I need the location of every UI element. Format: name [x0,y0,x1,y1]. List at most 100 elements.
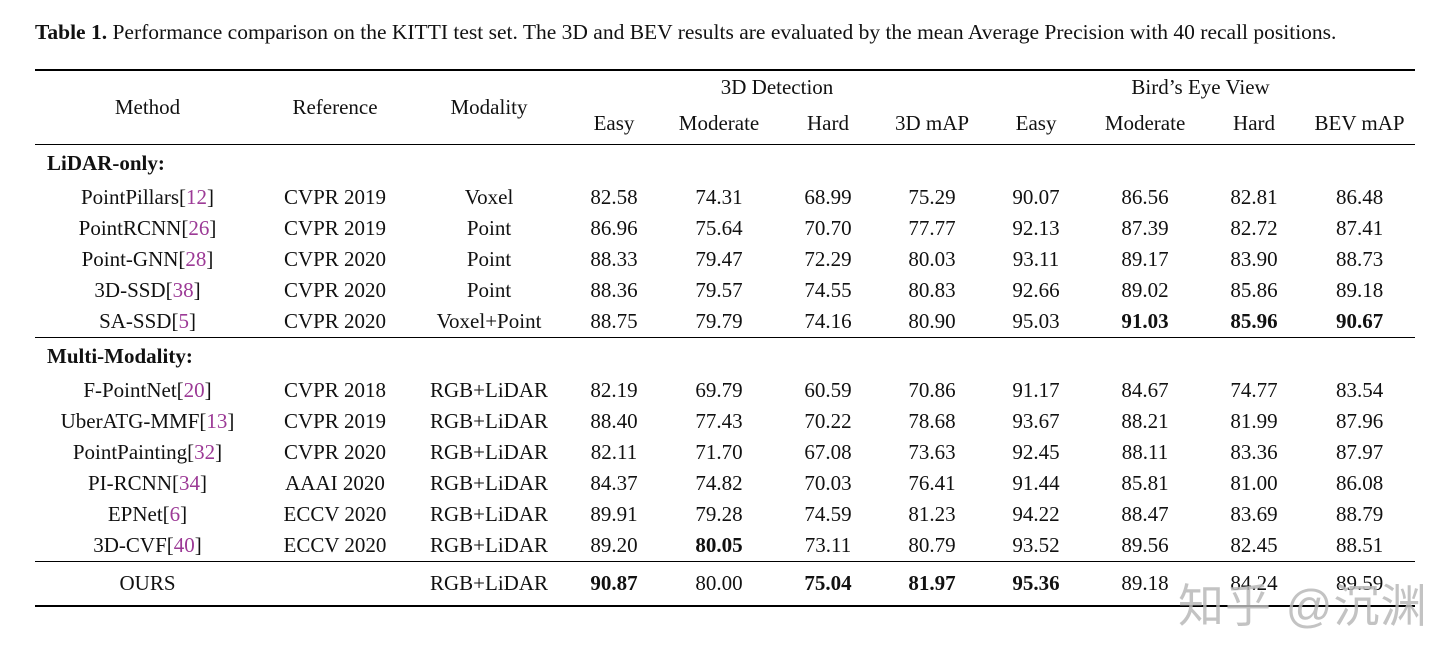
value-cell: 80.90 [908,308,956,333]
value-cell: 75.04 [804,570,852,595]
method-cell: EPNet[6] [107,502,188,526]
value-cell: 84.37 [590,471,638,495]
value-cell: 82.11 [590,440,638,464]
value-cell: 89.18 [1121,570,1169,595]
value-cell: 86.48 [1335,185,1384,209]
table-row: PointRCNN[26] CVPR 2019 Point 86.96 75.64 70.… [35,213,1415,244]
col-bev-hard: Hard [1233,111,1276,136]
value-cell: 85.86 [1230,278,1278,302]
reference-cell: CVPR 2019 [283,216,387,240]
reference-cell: CVPR 2020 [283,308,387,333]
method-name: SA-SSD [99,308,172,333]
value-cell: 93.52 [1012,532,1060,557]
modality-cell: RGB+LiDAR [429,440,549,464]
value-cell: 93.67 [1012,409,1060,433]
value-cell: 67.08 [804,440,852,464]
sub-header-row: Easy Moderate Hard 3D mAP Easy Moderate … [35,104,1415,144]
table-header: Method Reference Modality 3D Detection B… [35,70,1416,144]
value-cell: 81.23 [908,502,956,526]
value-cell: 85.81 [1121,471,1169,495]
method-name: UberATG-MMF [60,409,200,433]
citation-link[interactable]: 38 [172,278,194,302]
table-row: PointPillars[12] CVPR 2019 Voxel 82.58 74.31… [35,182,1415,213]
value-cell: 70.70 [804,216,852,240]
modality-cell: RGB+LiDAR [429,471,549,495]
value-cell: 95.03 [1012,308,1060,333]
col-bev-moderate: Moderate [1104,111,1186,136]
citation-link[interactable]: 28 [185,247,207,271]
method-name: EPNet [107,502,163,526]
value-cell: 83.90 [1230,247,1278,271]
modality-cell: RGB+LiDAR [429,532,549,557]
reference-cell: CVPR 2020 [283,440,387,464]
value-cell: 74.16 [804,308,852,333]
value-cell: 92.45 [1012,440,1060,464]
citation-link[interactable]: 32 [194,440,216,464]
citation-link[interactable]: 20 [183,378,205,402]
table-row: PointPainting[32] CVPR 2020 RGB+LiDAR 82.11… [35,437,1415,468]
value-cell: 89.02 [1121,278,1169,302]
value-cell: 74.59 [804,502,852,526]
value-cell: 85.96 [1230,308,1278,333]
value-cell: 89.20 [590,532,638,557]
value-cell: 70.22 [804,409,852,433]
value-cell: 70.86 [908,378,956,402]
value-cell: 90.87 [590,570,638,595]
col-3d-easy: Easy [593,111,635,136]
modality-cell: Point [466,216,512,240]
value-cell: 80.05 [695,532,743,557]
citation-link[interactable]: 34 [179,471,200,495]
value-cell: 74.31 [695,185,743,209]
reference-cell: CVPR 2019 [283,409,387,433]
col-group-3d-detection: 3D Detection [720,75,834,99]
value-cell: 88.75 [590,308,638,333]
citation-link[interactable]: 6 [169,502,181,526]
value-cell: 70.03 [804,471,852,495]
value-cell: 77.77 [908,216,956,240]
table-row: F-PointNet[20] CVPR 2018 RGB+LiDAR 82.19 69.… [35,375,1415,406]
reference-cell: AAAI 2020 [285,471,385,495]
value-cell: 89.17 [1121,247,1169,271]
reference-cell: CVPR 2020 [283,247,387,271]
modality-cell: RGB+LiDAR [429,378,549,402]
col-bev-map: BEV mAP [1314,111,1405,136]
modality-cell: Point [466,278,512,302]
col-group-birds-eye-view: Bird’s Eye View [1131,75,1270,99]
value-cell: 82.45 [1230,532,1278,557]
modality-cell: Voxel [464,185,514,209]
method-name: PI-RCNN [87,471,172,495]
citation-link[interactable]: 12 [186,185,208,209]
method-cell: F-PointNet[20] [83,378,212,402]
reference-cell: CVPR 2020 [283,278,387,302]
value-cell: 83.54 [1335,378,1384,402]
value-cell: 83.36 [1230,440,1278,464]
value-cell: 81.99 [1230,409,1278,433]
modality-cell: Point [466,247,512,271]
value-cell: 88.40 [590,409,638,433]
citation-link[interactable]: 5 [178,308,189,333]
table-body: LiDAR-only: PointPillars[12] CVPR 2019 Voxe… [35,144,1416,606]
value-cell: 82.19 [590,378,638,402]
value-cell: 82.72 [1230,216,1278,240]
value-cell: 84.24 [1230,570,1278,595]
citation-link[interactable]: 26 [188,216,210,240]
value-cell: 86.56 [1121,185,1169,209]
method-name: OURS [119,570,176,595]
reference-cell: ECCV 2020 [283,532,387,557]
citation-link[interactable]: 13 [206,409,228,433]
modality-cell: RGB+LiDAR [429,570,549,595]
method-name: F-PointNet [83,378,177,402]
value-cell: 88.73 [1335,247,1384,271]
value-cell: 71.70 [695,440,743,464]
value-cell: 88.79 [1335,502,1384,526]
value-cell: 94.22 [1012,502,1060,526]
value-cell: 72.29 [804,247,852,271]
value-cell: 69.79 [695,378,743,402]
method-cell: PointPainting[32] [72,440,223,464]
value-cell: 92.66 [1012,278,1060,302]
method-cell: PointPillars[12] [80,185,215,209]
value-cell: 81.00 [1230,471,1278,495]
col-3d-map: 3D mAP [894,111,970,136]
value-cell: 88.51 [1335,532,1384,557]
citation-link[interactable]: 40 [173,532,195,557]
